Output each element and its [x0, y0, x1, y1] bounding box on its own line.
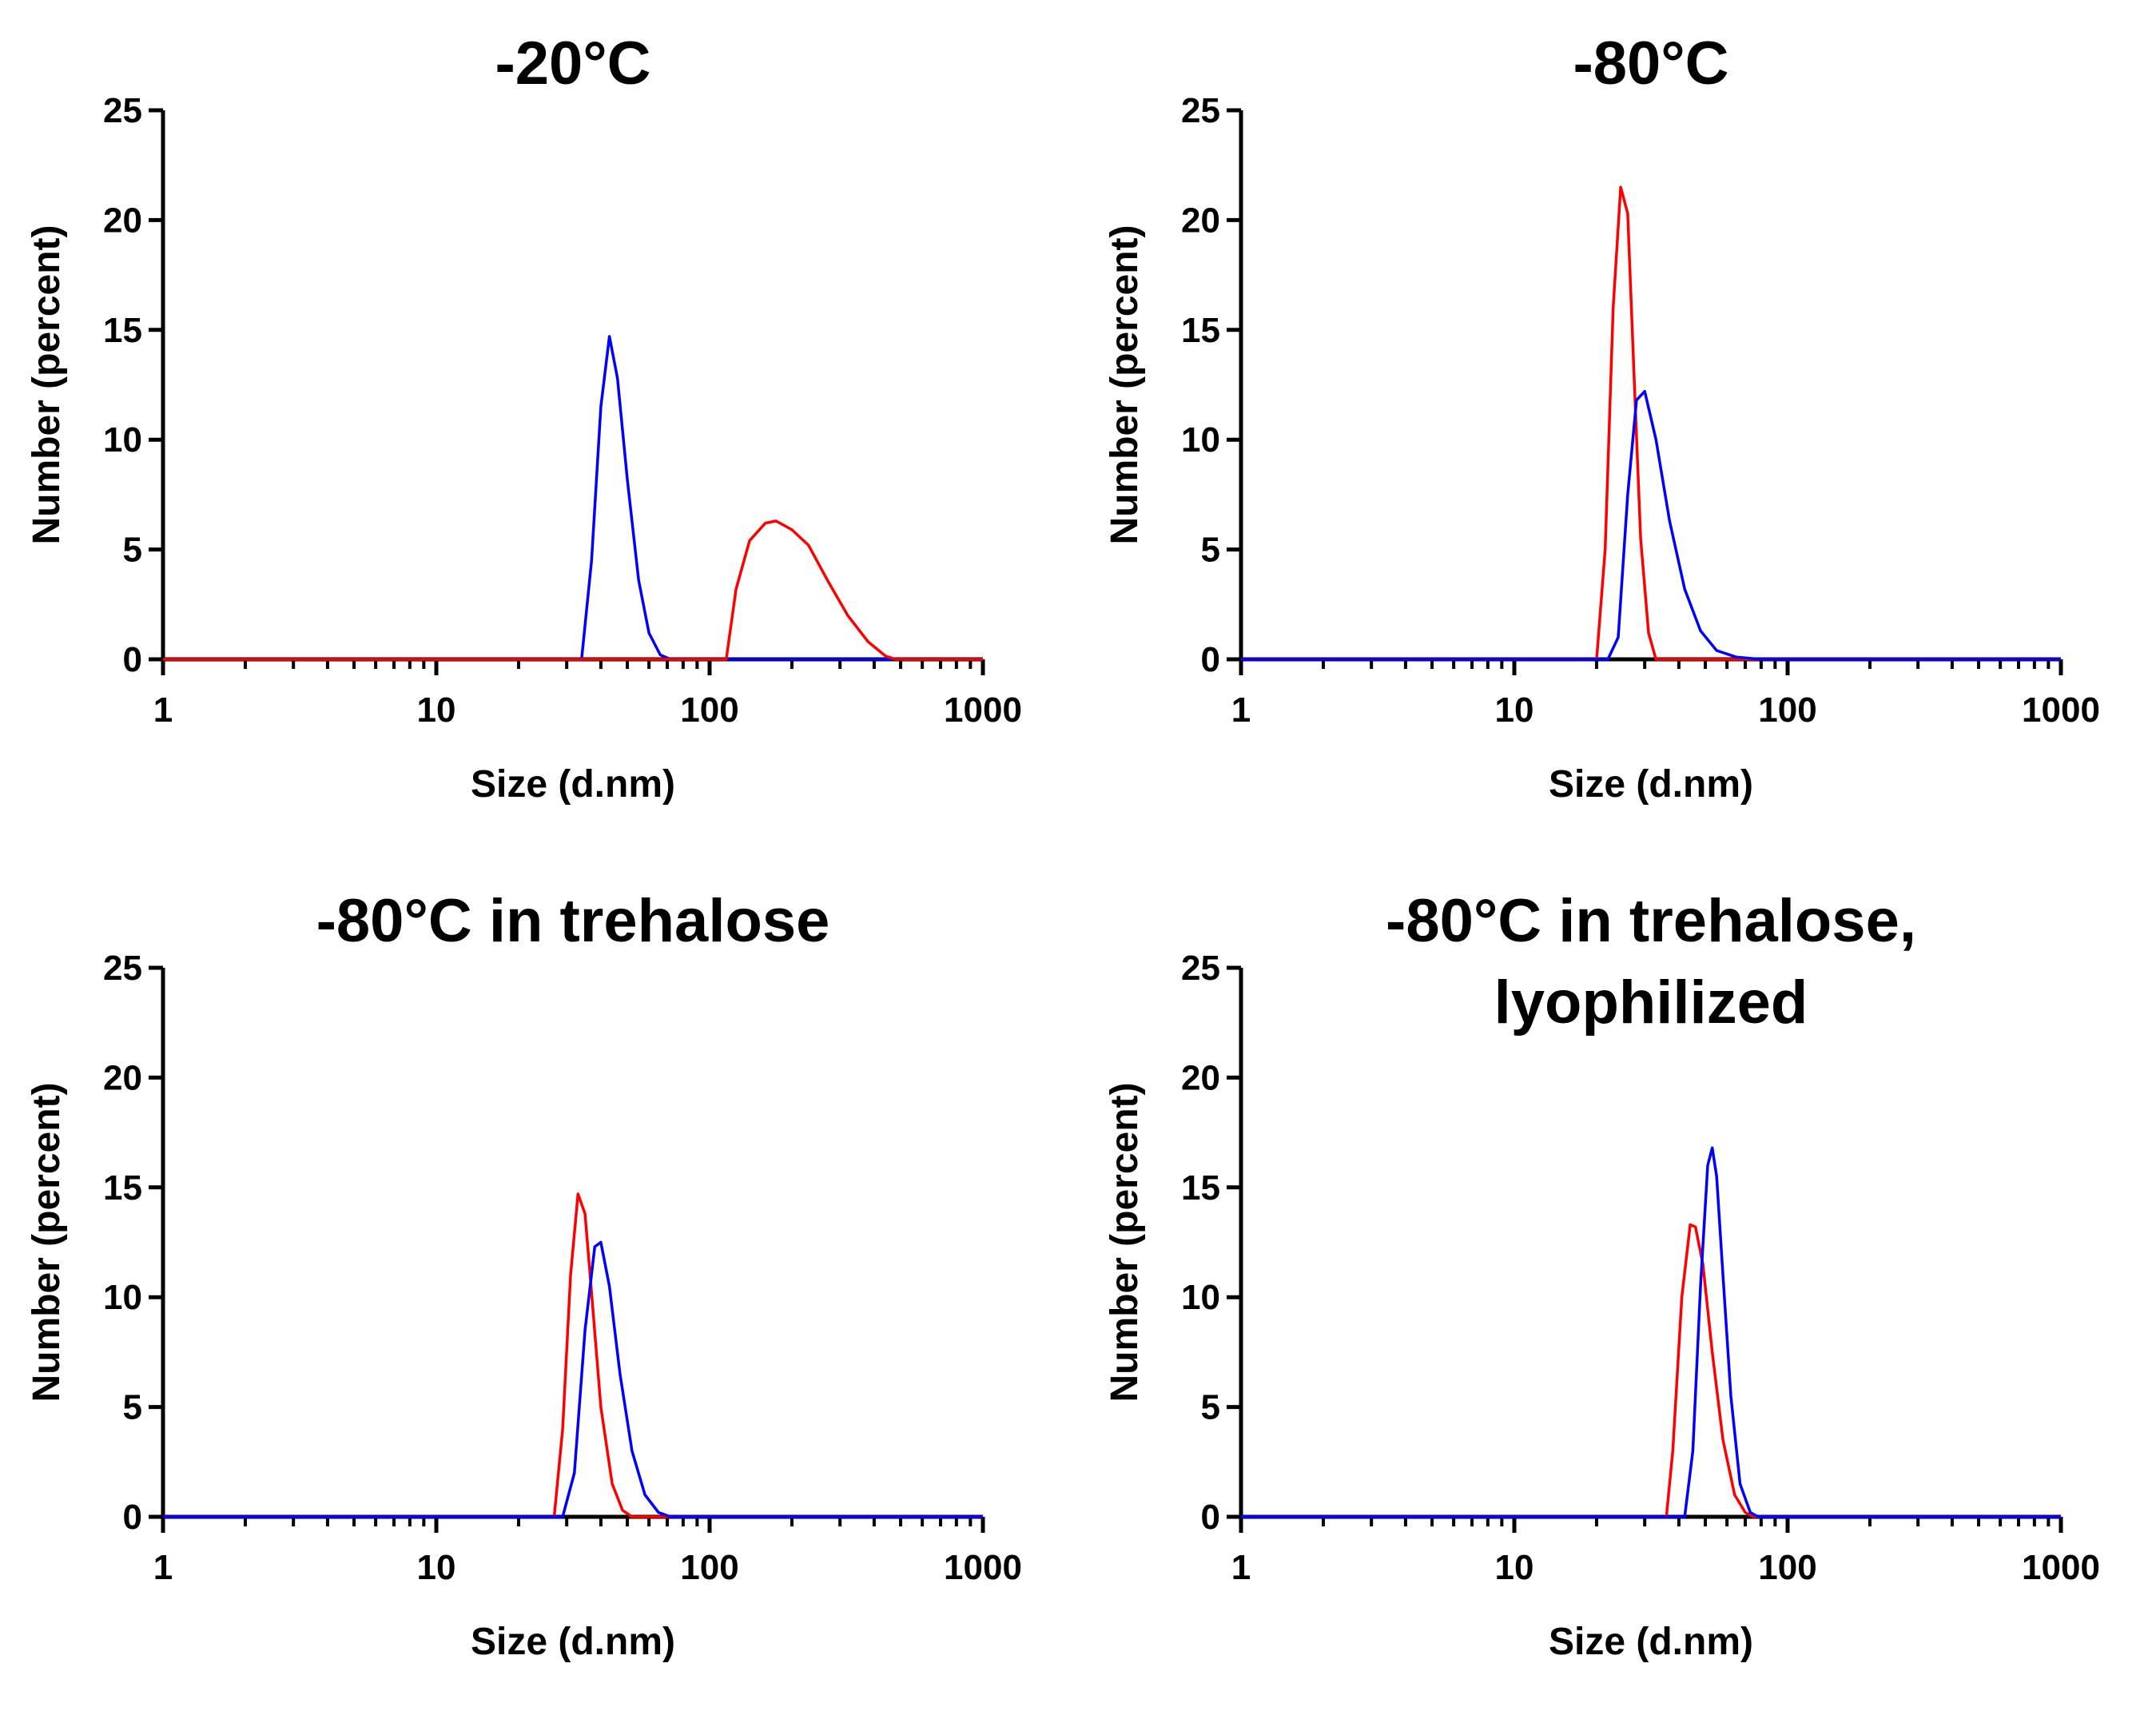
- y-tick-label: 15: [103, 311, 142, 350]
- x-tick-label: 10: [1495, 690, 1534, 730]
- series-line-blue: [163, 1240, 983, 1518]
- y-tick-label: 20: [1181, 1058, 1220, 1097]
- series-line-red: [1241, 185, 2061, 661]
- y-tick-label: 0: [123, 640, 142, 679]
- series-line-red: [163, 1192, 983, 1518]
- y-axis-label: Number (percent): [1104, 1082, 1146, 1402]
- chart-title: lyophilized: [1494, 969, 1808, 1037]
- y-tick-label: 5: [1201, 531, 1220, 570]
- chart-panel-4: -80°C in trehalose, lyophilized 0 5 10 15 20 25…: [1078, 858, 2156, 1715]
- y-axis-label: Number (percent): [26, 1082, 68, 1402]
- y-tick-label: 15: [1181, 311, 1220, 350]
- x-tick-label: 1000: [2022, 690, 2100, 730]
- x-tick-label: 10: [417, 690, 456, 730]
- x-tick-label: 100: [680, 690, 738, 730]
- chart-svg-4: -80°C in trehalose, lyophilized 0 5 10 15 20 25…: [1104, 887, 2100, 1663]
- y-tick-label: 20: [103, 1058, 142, 1097]
- y-tick-label: 5: [123, 531, 142, 570]
- y-tick-label: 0: [1201, 1498, 1220, 1537]
- x-tick-label: 1: [153, 1548, 173, 1587]
- chart-svg-3: -80°C in trehalose 0 5 10 15 20 25 1 10 100 1000 Si…: [26, 887, 1022, 1663]
- y-axis-label: Number (percent): [1104, 225, 1146, 544]
- series-line-blue: [1241, 1146, 2061, 1518]
- x-axis-label: Size (d.nm): [1549, 763, 1753, 806]
- chart-title: -20°C: [495, 30, 650, 97]
- y-tick-label: 20: [1181, 201, 1220, 240]
- x-tick-label: 1000: [944, 690, 1022, 730]
- y-tick-label: 10: [103, 420, 142, 460]
- y-tick-label: 0: [1201, 640, 1220, 679]
- x-tick-label: 1: [1231, 1548, 1251, 1587]
- y-tick-label: 10: [1181, 420, 1220, 460]
- chart-title: -80°C: [1573, 30, 1728, 97]
- chart-panel-3: -80°C in trehalose 0 5 10 15 20 25 1 10 100 1000 Si…: [0, 858, 1078, 1715]
- x-tick-label: 100: [1758, 690, 1816, 730]
- chart-svg-2: -80°C 0 5 10 15 20 25 1 10 100 1000 Size (d.nm) Numb…: [1104, 30, 2100, 806]
- series-line-red: [1241, 1223, 2061, 1518]
- y-tick-label: 15: [1181, 1168, 1220, 1208]
- y-tick-label: 15: [103, 1168, 142, 1208]
- chart-panel-1: -20°C 0 5 10 15 20 25 1 10 100 1000 Size (d.nm) Numb…: [0, 0, 1078, 858]
- y-tick-label: 20: [103, 201, 142, 240]
- y-tick-label: 0: [123, 1498, 142, 1537]
- x-tick-label: 1000: [944, 1548, 1022, 1587]
- series-line-blue: [1241, 389, 2061, 661]
- y-axis-label: Number (percent): [26, 225, 68, 544]
- chart-title: -80°C in trehalose,: [1386, 887, 1916, 955]
- x-tick-label: 10: [1495, 1548, 1534, 1587]
- x-tick-label: 10: [417, 1548, 456, 1587]
- series-line-red: [163, 519, 983, 661]
- x-tick-label: 100: [1758, 1548, 1816, 1587]
- y-tick-label: 5: [1201, 1388, 1220, 1427]
- x-tick-label: 1: [1231, 690, 1251, 730]
- x-tick-label: 1: [153, 690, 173, 730]
- chart-svg-1: -20°C 0 5 10 15 20 25 1 10 100 1000 Size (d.nm) Numb…: [26, 30, 1022, 806]
- x-axis-label: Size (d.nm): [471, 1621, 675, 1663]
- y-tick-label: 5: [123, 1388, 142, 1427]
- y-tick-label: 10: [103, 1278, 142, 1317]
- y-tick-label: 25: [1181, 949, 1220, 988]
- y-tick-label: 10: [1181, 1278, 1220, 1317]
- y-tick-label: 25: [103, 91, 142, 130]
- x-axis-label: Size (d.nm): [471, 763, 675, 806]
- x-tick-label: 100: [680, 1548, 738, 1587]
- x-axis-label: Size (d.nm): [1549, 1621, 1753, 1663]
- series-line-blue: [163, 335, 983, 661]
- chart-title: -80°C in trehalose: [316, 887, 830, 955]
- chart-panel-2: -80°C 0 5 10 15 20 25 1 10 100 1000 Size (d.nm) Numb…: [1078, 0, 2156, 858]
- x-tick-label: 1000: [2022, 1548, 2100, 1587]
- y-tick-label: 25: [1181, 91, 1220, 130]
- y-tick-label: 25: [103, 949, 142, 988]
